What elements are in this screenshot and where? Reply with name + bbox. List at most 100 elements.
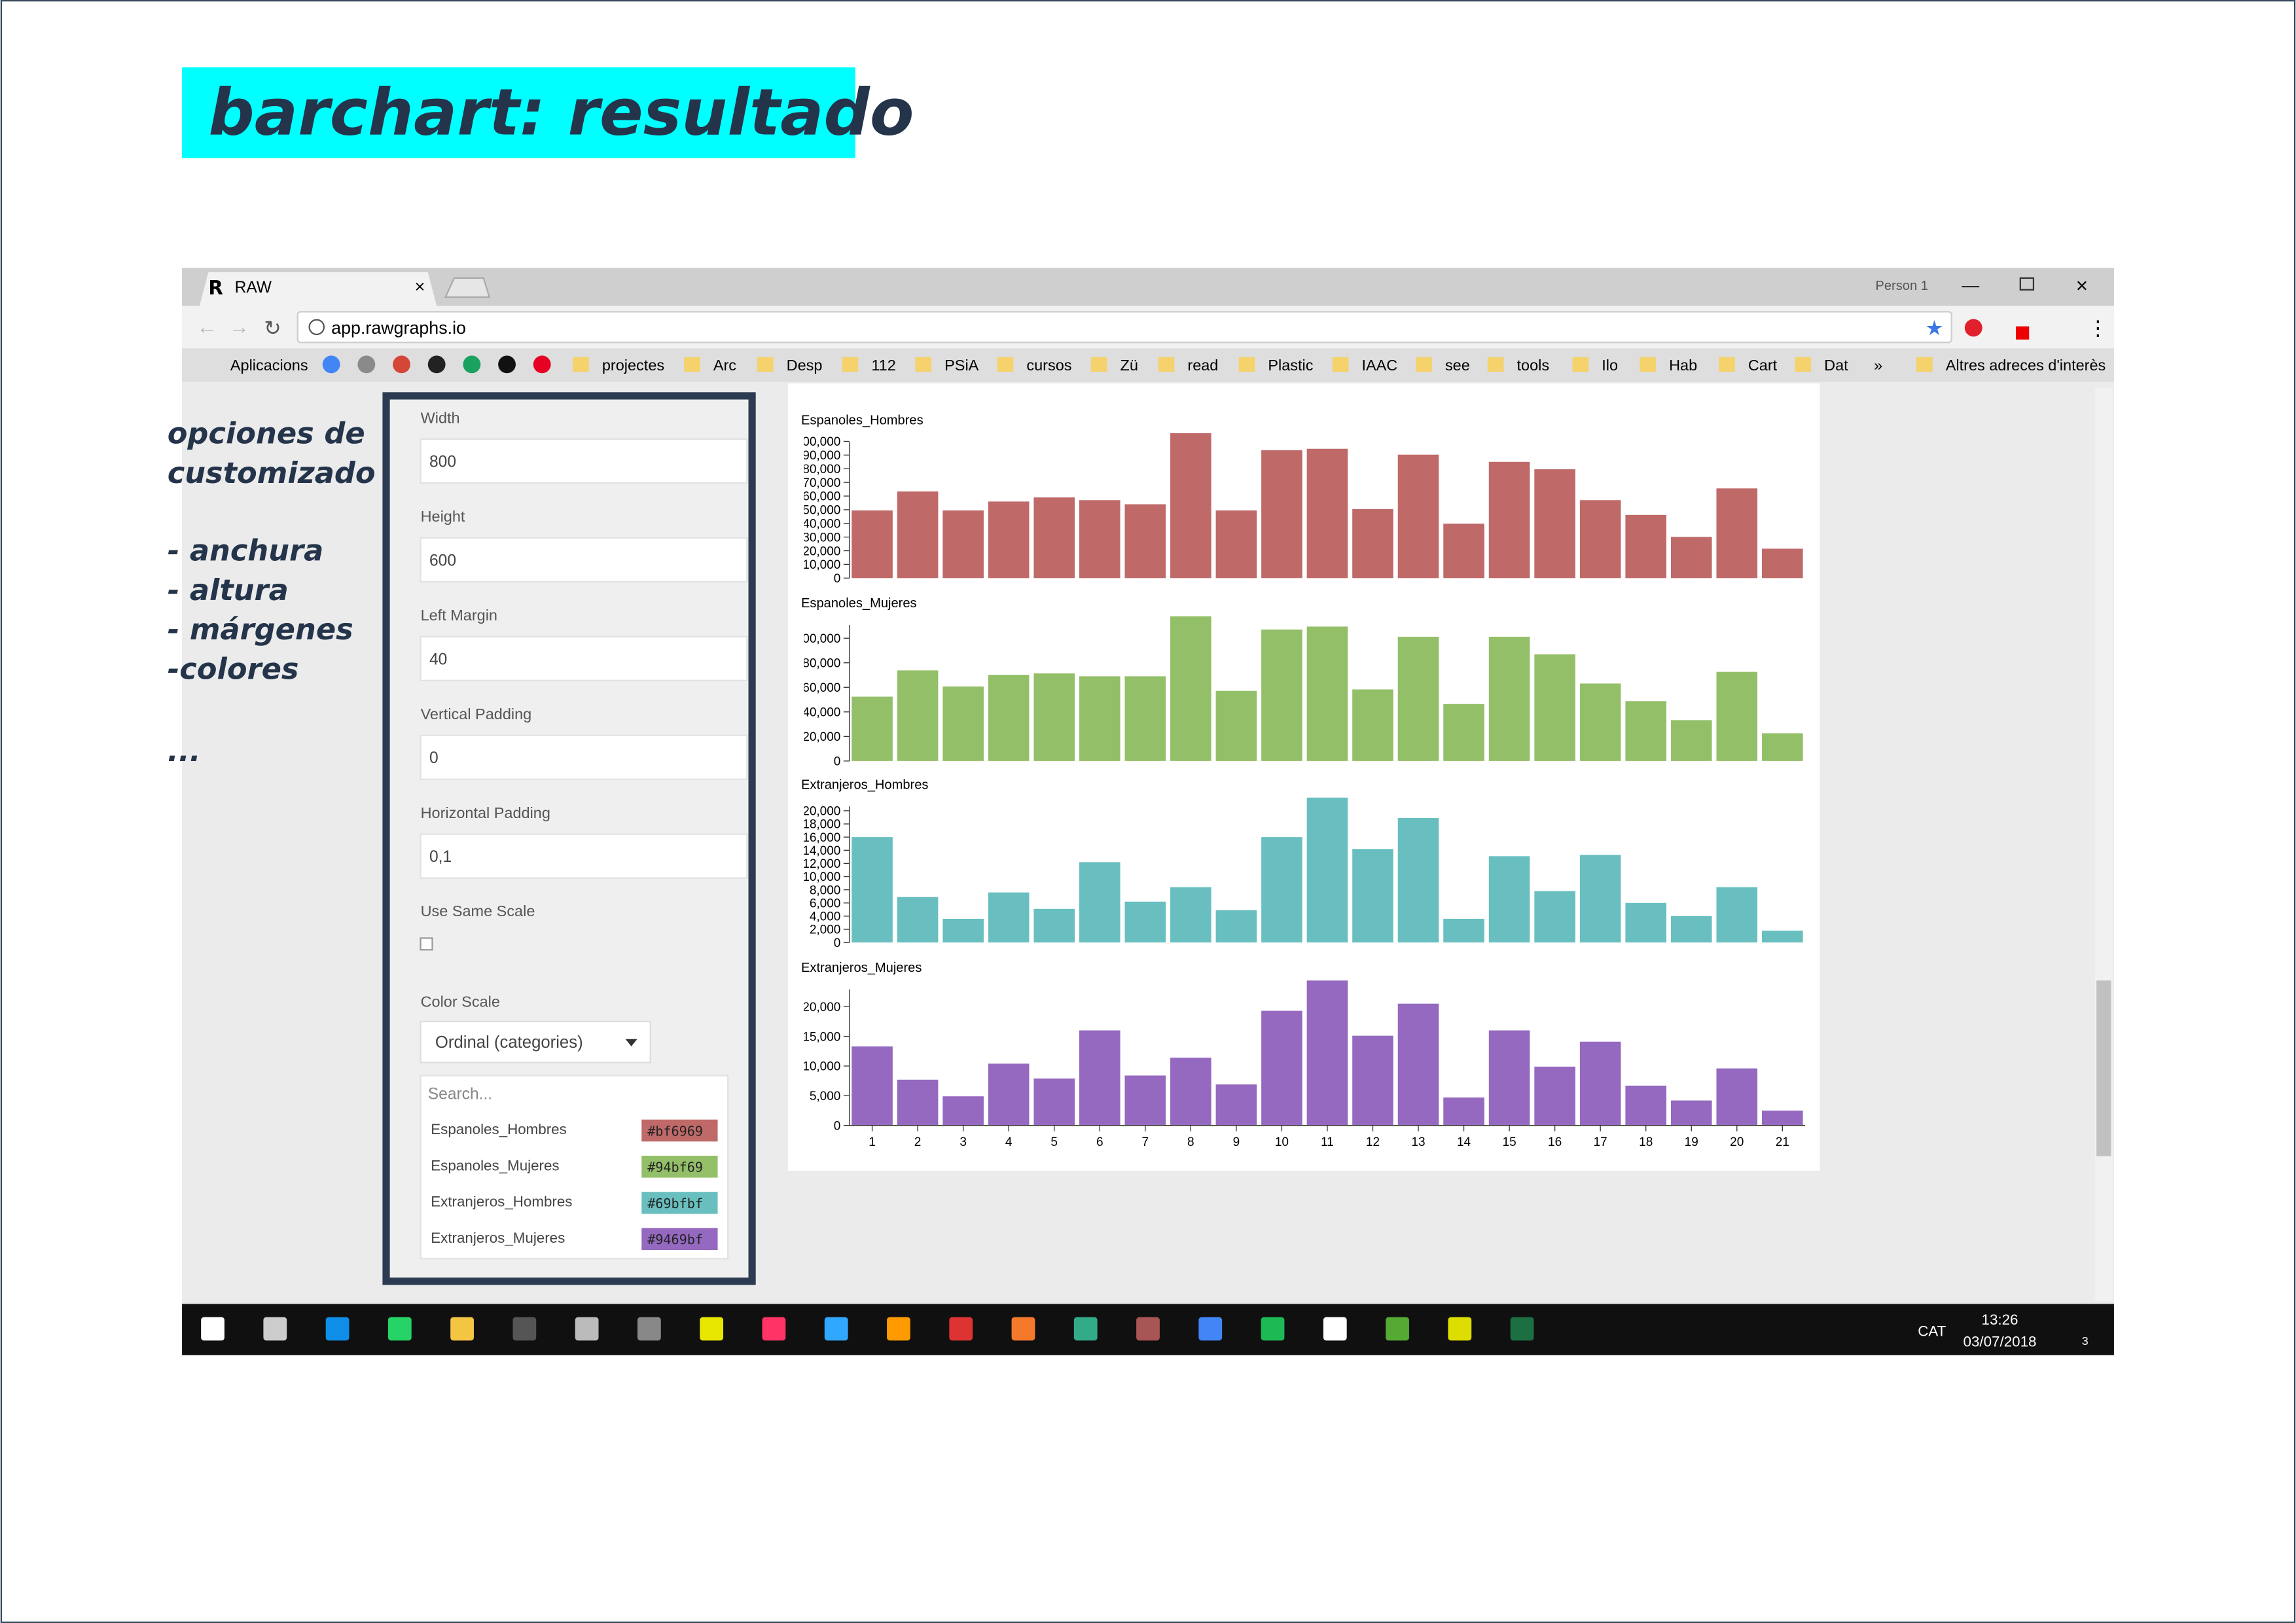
- bar: [1670, 916, 1712, 943]
- color-swatch[interactable]: [641, 1228, 718, 1250]
- color-swatch[interactable]: [641, 1155, 718, 1178]
- bar: [1306, 626, 1348, 761]
- taskbar-icon[interactable]: [325, 1317, 350, 1341]
- taskbar-icon[interactable]: [824, 1317, 848, 1341]
- taskbar-icon[interactable]: [949, 1317, 973, 1341]
- x-tick-label: 15: [1503, 1135, 1516, 1149]
- bookmark[interactable]: Zü: [1121, 357, 1138, 374]
- forward[interactable]: →: [229, 315, 249, 338]
- tab-close[interactable]: ×: [415, 277, 425, 296]
- field-value: 0,1: [429, 848, 452, 866]
- ext-icon[interactable]: [1964, 319, 1982, 337]
- tab[interactable]: [199, 272, 437, 306]
- y-tick-label: 20,000: [802, 544, 840, 558]
- bookmark[interactable]: Plastic: [1268, 357, 1313, 374]
- taskbar-icon[interactable]: [762, 1317, 786, 1341]
- bookmark[interactable]: PSiA: [944, 357, 979, 374]
- bookmark[interactable]: Hab: [1669, 357, 1697, 374]
- bar: [1670, 720, 1712, 761]
- folder-icon: [915, 357, 932, 372]
- taskbar-icon[interactable]: [887, 1317, 910, 1341]
- taskbar-icon[interactable]: [1386, 1317, 1409, 1341]
- field-input[interactable]: [420, 734, 748, 780]
- bookmark[interactable]: tools: [1517, 357, 1550, 374]
- x-tick-label: 19: [1685, 1135, 1698, 1149]
- bookmark[interactable]: cursos: [1026, 357, 1071, 374]
- taskbar-icon[interactable]: [263, 1317, 287, 1341]
- bookmark[interactable]: Aplicacions: [230, 357, 308, 374]
- taskbar-icon[interactable]: [1011, 1317, 1035, 1341]
- note-line: - márgenes: [168, 612, 353, 647]
- x-tick-label: 17: [1594, 1135, 1607, 1149]
- menu[interactable]: ⋮: [2088, 317, 2108, 340]
- taskbar-icon[interactable]: [700, 1317, 724, 1341]
- scroll-thumb[interactable]: [2096, 980, 2111, 1156]
- bar: [1079, 862, 1121, 943]
- field-value: 600: [429, 552, 456, 569]
- star[interactable]: ★: [1925, 317, 1943, 340]
- bookmark[interactable]: see: [1445, 357, 1470, 374]
- chart-title: Espanoles_Mujeres: [801, 596, 917, 611]
- language[interactable]: CAT: [1918, 1323, 1946, 1340]
- dropdown[interactable]: [420, 1020, 651, 1063]
- taskbar-icon[interactable]: [1198, 1317, 1223, 1341]
- clock-time[interactable]: 13:26: [1982, 1311, 2018, 1328]
- y-tick-label: 20,000: [802, 730, 840, 744]
- taskbar-icon[interactable]: [450, 1317, 474, 1341]
- taskbar-icon[interactable]: [1073, 1317, 1098, 1341]
- info-icon[interactable]: [308, 319, 325, 336]
- bar: [1534, 654, 1575, 761]
- new-tab[interactable]: [444, 277, 491, 298]
- clock-date[interactable]: 03/07/2018: [1964, 1333, 2037, 1349]
- notification-badge[interactable]: 3: [2082, 1334, 2089, 1347]
- bookmark[interactable]: 112: [871, 357, 895, 374]
- bookmark[interactable]: Cart: [1748, 357, 1778, 374]
- field-value: 40: [429, 651, 447, 668]
- taskbar-icon[interactable]: [1323, 1317, 1347, 1341]
- search[interactable]: Search...: [428, 1085, 492, 1103]
- y-tick-label: 80,000: [802, 463, 840, 476]
- bar: [942, 510, 984, 579]
- bar: [1215, 690, 1257, 761]
- bookmark[interactable]: Dat: [1824, 357, 1848, 374]
- checkbox[interactable]: [420, 937, 433, 951]
- bookmark[interactable]: »: [1874, 357, 1882, 374]
- url: app.rawgraphs.io: [331, 318, 466, 338]
- profile[interactable]: Person 1: [1875, 279, 1928, 293]
- bookmark[interactable]: read: [1187, 357, 1218, 374]
- taskbar-icon[interactable]: [1261, 1317, 1285, 1341]
- bookmark[interactable]: projectes: [602, 357, 664, 374]
- ext-icon[interactable]: [2016, 326, 2030, 340]
- field-input[interactable]: [420, 833, 748, 879]
- scrollbar: [2094, 387, 2113, 1302]
- color-code: #69bfbf: [647, 1196, 703, 1211]
- minimize[interactable]: —: [1962, 276, 1979, 295]
- taskbar-icon[interactable]: [575, 1317, 599, 1341]
- color-swatch[interactable]: [641, 1119, 718, 1142]
- field-input[interactable]: [420, 438, 748, 484]
- taskbar-icon[interactable]: [1510, 1317, 1534, 1341]
- taskbar-icon[interactable]: [512, 1317, 537, 1341]
- maximize[interactable]: [2019, 277, 2035, 291]
- bar: [1488, 1030, 1530, 1126]
- taskbar-icon[interactable]: [637, 1317, 661, 1341]
- bar: [1170, 433, 1211, 579]
- bar: [852, 1046, 893, 1126]
- bookmark[interactable]: Arc: [713, 357, 736, 374]
- field-input[interactable]: [420, 635, 748, 681]
- back[interactable]: ←: [196, 315, 217, 338]
- taskbar-icon[interactable]: [387, 1317, 412, 1341]
- bar: [988, 501, 1030, 579]
- address-bar[interactable]: [296, 311, 1952, 344]
- field-input[interactable]: [420, 537, 748, 583]
- bookmark[interactable]: IAAC: [1361, 357, 1397, 374]
- taskbar-icon[interactable]: [1448, 1317, 1472, 1341]
- bookmark[interactable]: Altres adreces d'interès: [1946, 357, 2106, 374]
- reload[interactable]: ↻: [264, 317, 281, 340]
- bookmark[interactable]: Ilo: [1602, 357, 1618, 374]
- color-swatch[interactable]: [641, 1192, 718, 1214]
- taskbar-icon[interactable]: [201, 1317, 224, 1341]
- taskbar-icon[interactable]: [1136, 1317, 1160, 1341]
- bookmark[interactable]: Desp: [787, 357, 823, 374]
- close[interactable]: ×: [2076, 274, 2088, 297]
